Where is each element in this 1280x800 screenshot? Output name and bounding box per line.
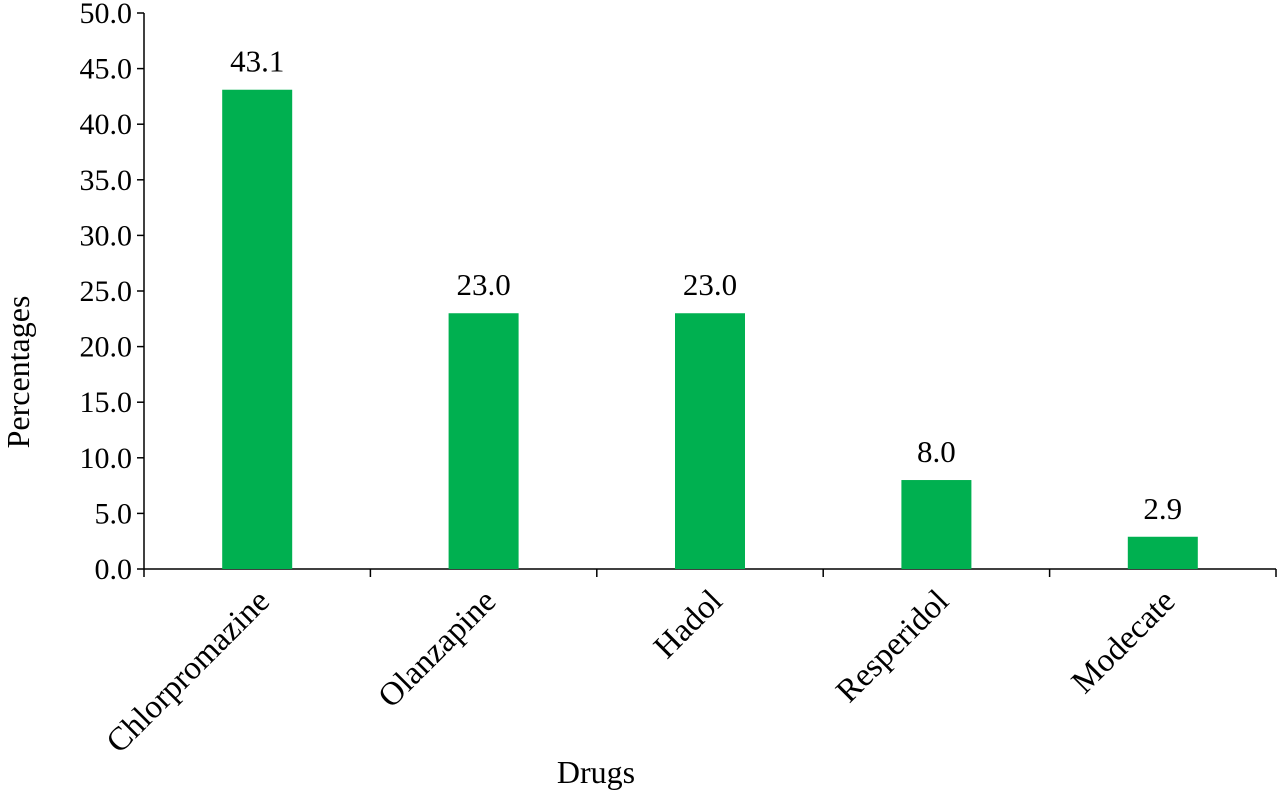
bar-modecate: [1127, 536, 1198, 569]
x-tick-label: Modecate: [1065, 583, 1182, 700]
data-label: 23.0: [683, 267, 737, 302]
y-tick-label: 5.0: [95, 497, 133, 530]
bar-olanzapine: [448, 313, 519, 569]
x-axis-title: Drugs: [557, 754, 635, 790]
data-label: 2.9: [1143, 491, 1182, 526]
y-tick-label: 40.0: [80, 108, 133, 141]
y-tick-label: 20.0: [80, 331, 133, 364]
x-tick-label: Chlorpromazine: [100, 583, 277, 760]
y-tick-label: 0.0: [95, 553, 133, 586]
x-axis: Chlorpromazine Olanzapine Hadol Resperidol M…: [100, 568, 1277, 760]
bars: [222, 89, 1198, 569]
y-tick-label: 30.0: [80, 219, 133, 252]
y-axis-title: Percentages: [0, 296, 36, 449]
data-labels: 43.1 23.0 23.0 8.0 2.9: [230, 44, 1182, 526]
bar-chlorpromazine: [222, 89, 293, 569]
x-tick-label: Olanzapine: [372, 583, 504, 715]
y-tick-label: 50.0: [80, 0, 133, 30]
x-tick-label: Resperidol: [829, 583, 956, 710]
y-tick-label: 10.0: [80, 442, 133, 475]
y-tick-label: 25.0: [80, 275, 133, 308]
y-tick-label: 35.0: [80, 164, 133, 197]
y-axis: 0.0 5.0 10.0 15.0 20.0 25.0 30.0 35.0 40.0 45.0 50…: [80, 0, 145, 586]
data-label: 8.0: [917, 434, 956, 469]
y-tick-label: 15.0: [80, 386, 133, 419]
bar-hadol: [675, 313, 745, 569]
y-tick-label: 45.0: [80, 53, 133, 86]
bar-resperidol: [901, 480, 972, 569]
x-tick-label: Hadol: [647, 583, 729, 665]
data-label: 43.1: [230, 44, 284, 79]
data-label: 23.0: [456, 267, 510, 302]
